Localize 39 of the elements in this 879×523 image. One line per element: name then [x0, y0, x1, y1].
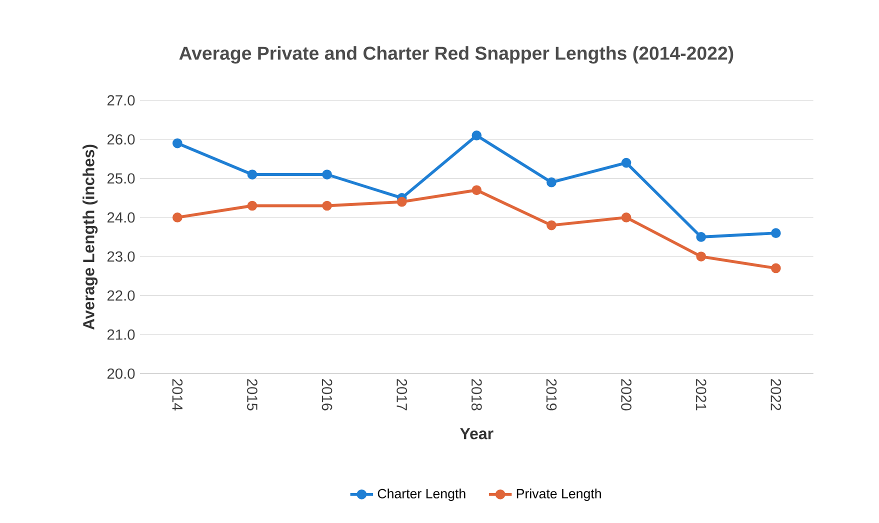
- y-tick-label: 23.0: [107, 251, 135, 262]
- point: [247, 200, 258, 211]
- point: [322, 200, 332, 211]
- point: [696, 252, 706, 262]
- y-tick-label: 27.0: [107, 95, 135, 106]
- y-axis-title: Average Length (inches): [82, 144, 98, 330]
- y-tick-label: 20.0: [107, 368, 135, 379]
- point: [322, 170, 332, 180]
- y-tick-label: 26.0: [107, 134, 135, 145]
- point: [546, 177, 556, 188]
- point: [621, 158, 632, 168]
- point: [396, 196, 407, 207]
- x-tick-label: 2015: [247, 379, 258, 410]
- point: [770, 263, 781, 274]
- point: [172, 138, 182, 148]
- point: [696, 232, 706, 242]
- point: [621, 212, 632, 222]
- point: [472, 130, 482, 140]
- x-tick-label: 2020: [621, 379, 632, 410]
- chart-title: Average Private and Charter Red Snapper Lengths (2014-2022): [179, 46, 734, 64]
- x-tick-label: 2014: [172, 379, 183, 411]
- point: [770, 228, 781, 238]
- x-tick-label: 2019: [546, 379, 557, 410]
- x-tick-label: 2018: [471, 379, 482, 410]
- y-tick-label: 22.0: [107, 290, 135, 301]
- x-tick-label: 2022: [770, 379, 782, 410]
- y-tick-label: 24.0: [107, 212, 135, 223]
- point: [472, 185, 482, 196]
- legend-label: Charter Length: [378, 488, 466, 501]
- point: [247, 170, 258, 180]
- point: [172, 212, 182, 222]
- x-tick-label: 2021: [696, 379, 706, 410]
- y-tick-label: 25.0: [107, 173, 135, 184]
- x-tick-label: 2017: [396, 379, 408, 410]
- point: [546, 220, 556, 230]
- x-axis-title: Year: [460, 428, 494, 440]
- legend-label: Private Length: [516, 488, 601, 501]
- y-tick-label: 21.0: [107, 329, 135, 340]
- x-tick-label: 2016: [322, 379, 332, 410]
